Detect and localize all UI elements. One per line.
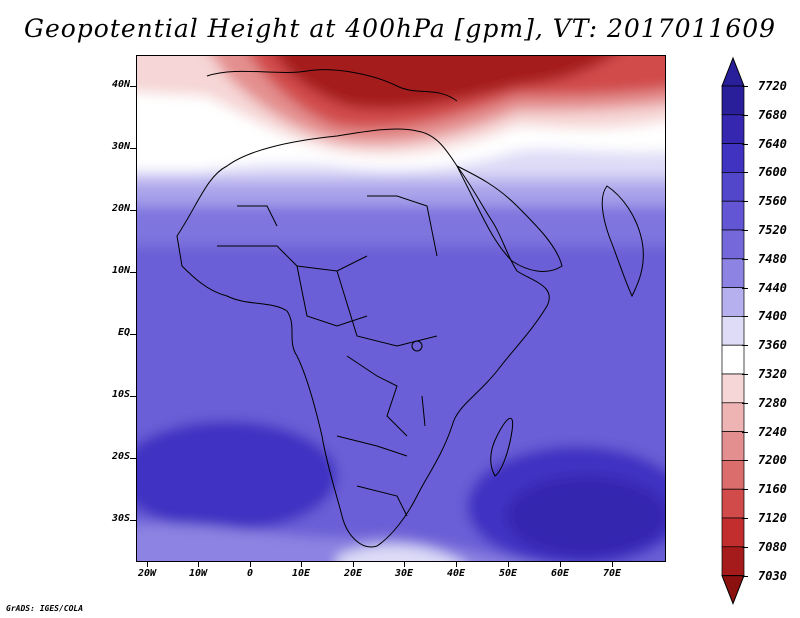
- chart-title: Geopotential Height at 400hPa [gpm], VT:…: [23, 14, 777, 43]
- colorbar-tick: [742, 460, 748, 462]
- colorbar-tick: [742, 518, 748, 519]
- colorbar-tick: [742, 201, 748, 203]
- contour-fill: [137, 56, 665, 561]
- colorbar-tick: [742, 374, 748, 375]
- longitude-tick: [404, 562, 405, 567]
- latitude-tick: [130, 396, 136, 397]
- colorbar-label: 7680: [758, 107, 787, 122]
- longitude-label: 60E: [550, 568, 570, 579]
- longitude-tick: [612, 562, 613, 567]
- colorbar-label: 7200: [758, 453, 787, 468]
- colorbar-label: 7720: [758, 79, 787, 93]
- colorbar-tick: [742, 287, 748, 289]
- colorbar-label: 7560: [758, 194, 787, 209]
- colorbar-tick: [742, 546, 748, 548]
- colorbar-tick: [742, 230, 748, 231]
- colorbar-cell: [721, 460, 745, 490]
- colorbar-label: 7520: [758, 223, 787, 237]
- map-svg: [137, 56, 665, 561]
- colorbar-tick: [742, 345, 748, 347]
- colorbar-cell: [721, 431, 745, 461]
- colorbar-tick: [742, 316, 748, 318]
- colorbar-label: 7240: [758, 424, 787, 439]
- colorbar-cell: [721, 488, 745, 519]
- colorbar-top-arrow: [721, 56, 745, 87]
- colorbar-label: 7640: [758, 136, 787, 151]
- colorbar-cell: [721, 172, 745, 202]
- colorbar-cell: [721, 287, 745, 317]
- latitude-tick: [130, 334, 136, 335]
- longitude-tick: [456, 562, 457, 567]
- colorbar-label: 7280: [758, 395, 787, 410]
- colorbar-cell: [721, 114, 745, 144]
- colorbar-label: 7480: [758, 251, 787, 266]
- colorbar-label: 7120: [758, 511, 787, 525]
- colorbar-label: 7030: [758, 568, 787, 583]
- latitude-label: 30S: [111, 513, 130, 524]
- longitude-label: 10W: [188, 568, 208, 579]
- longitude-label: 20E: [343, 568, 363, 579]
- colorbar-tick: [742, 431, 748, 433]
- colorbar-label: 7600: [758, 165, 787, 180]
- colorbar-tick: [742, 489, 748, 491]
- longitude-label: 40E: [446, 568, 466, 579]
- colorbar-cell: [721, 373, 745, 404]
- latitude-tick: [130, 210, 136, 211]
- longitude-tick: [250, 562, 251, 567]
- longitude-tick: [198, 562, 199, 567]
- longitude-tick: [560, 562, 561, 567]
- latitude-label: 20S: [111, 451, 130, 462]
- colorbar-tick: [742, 114, 748, 116]
- colorbar-tick: [742, 402, 748, 404]
- colorbar-cell: [721, 258, 745, 288]
- latitude-tick: [130, 272, 136, 273]
- colorbar-label: 7400: [758, 309, 787, 324]
- colorbar-tick: [742, 172, 748, 174]
- colorbar-tick: [742, 143, 748, 145]
- latitude-label: 10S: [111, 389, 130, 400]
- colorbar-cell: [721, 344, 745, 375]
- colorbar-tick: [742, 86, 748, 87]
- longitude-label: 30E: [394, 568, 414, 579]
- latitude-label: EQ: [117, 327, 130, 338]
- colorbar-cell: [721, 316, 745, 346]
- latitude-label: 40N: [111, 79, 130, 90]
- latitude-label: 30N: [111, 141, 130, 152]
- longitude-label: 20W: [137, 568, 157, 579]
- coastlines: [176, 69, 644, 548]
- colorbar-cell: [721, 546, 745, 576]
- longitude-label: 10E: [291, 568, 311, 579]
- longitude-tick: [353, 562, 354, 567]
- latitude-label: 10N: [111, 265, 130, 276]
- colorbar-tick: [742, 258, 748, 260]
- latitude-label: 20N: [111, 203, 130, 214]
- colorbar-label: 7080: [758, 539, 787, 554]
- colorbar-label: 7360: [758, 338, 787, 353]
- colorbar-bottom-arrow: [721, 575, 745, 605]
- colorbar-cell: [721, 143, 745, 173]
- colorbar-cell: [721, 402, 745, 432]
- colorbar-label: 7160: [758, 482, 787, 497]
- longitude-label: 0: [246, 568, 254, 579]
- colorbar-tick: [742, 575, 748, 577]
- colorbar-cell: [721, 517, 745, 548]
- latitude-tick: [130, 458, 136, 459]
- longitude-label: 70E: [602, 568, 622, 579]
- longitude-tick: [301, 562, 302, 567]
- colorbar-cell: [721, 229, 745, 260]
- longitude-label: 50E: [498, 568, 518, 579]
- credit-text: GrADS: IGES/COLA: [6, 604, 84, 613]
- latitude-tick: [130, 148, 136, 149]
- colorbar-label: 7440: [758, 280, 787, 295]
- latitude-tick: [130, 520, 136, 521]
- longitude-tick: [508, 562, 509, 567]
- longitude-tick: [147, 562, 148, 567]
- map-panel[interactable]: [136, 55, 666, 562]
- colorbar-cell: [721, 85, 745, 116]
- latitude-tick: [130, 86, 136, 87]
- colorbar-label: 7320: [758, 367, 787, 381]
- colorbar-cell: [721, 200, 745, 231]
- colorbar-svg: [721, 56, 745, 605]
